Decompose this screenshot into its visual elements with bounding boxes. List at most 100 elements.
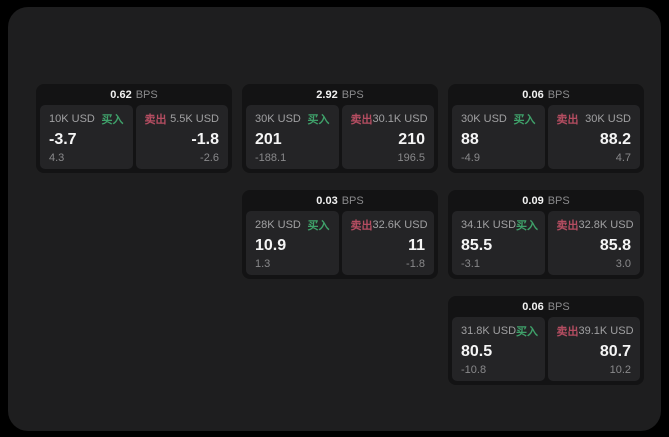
buy-panel[interactable]: 10K USD 买入 -3.7 4.3 [40, 105, 133, 169]
buy-delta: -10.8 [461, 364, 487, 376]
buy-amount: 31.8K USD [461, 325, 517, 337]
sell-panel-header: 卖出 32.6K USD [350, 217, 428, 233]
buy-price: 85.5 [461, 237, 493, 254]
card-header: 2.92 BPS [242, 84, 438, 105]
buy-label: 买入 [307, 220, 330, 232]
buy-delta: 1.3 [255, 258, 271, 270]
sell-amount: 32.6K USD [372, 219, 428, 231]
sell-amount: 32.8K USD [578, 219, 634, 231]
buy-amount: 10K USD [49, 113, 95, 125]
sell-panel-header: 卖出 5.5K USD [145, 111, 220, 127]
buy-amount: 30K USD [255, 113, 301, 125]
sell-price: 80.7 [599, 343, 631, 360]
sell-price: 210 [398, 131, 425, 148]
sell-delta: 196.5 [397, 152, 425, 164]
buy-amount: 28K USD [255, 219, 301, 231]
buy-label: 买入 [516, 326, 539, 338]
buy-panel-header: 28K USD 买入 [255, 217, 330, 233]
bps-unit-label: BPS [341, 89, 364, 101]
buy-panel-header: 30K USD 买入 [461, 111, 536, 127]
bps-value: 0.06 [522, 89, 544, 101]
buy-panel[interactable]: 34.1K USD 买入 85.5 -3.1 [452, 211, 545, 275]
buy-price: 88 [461, 131, 479, 148]
sell-delta: 3.0 [615, 258, 631, 270]
buy-panel[interactable]: 28K USD 买入 10.9 1.3 [246, 211, 339, 275]
card-header: 0.06 BPS [448, 296, 644, 317]
quote-card: 0.06 BPS 30K USD 买入 88 -4.9 卖出 30K USD 88… [448, 84, 644, 173]
sell-label: 卖出 [144, 114, 167, 126]
sell-panel-header: 卖出 30.1K USD [350, 111, 428, 127]
bps-value: 2.92 [316, 89, 338, 101]
sell-panel-header: 卖出 32.8K USD [556, 217, 634, 233]
buy-amount: 30K USD [461, 113, 507, 125]
sell-panel[interactable]: 卖出 32.8K USD 85.8 3.0 [547, 211, 640, 275]
card-body: 34.1K USD 买入 85.5 -3.1 卖出 32.8K USD 85.8… [452, 211, 640, 275]
bps-value: 0.62 [110, 89, 132, 101]
card-header: 0.09 BPS [448, 190, 644, 211]
sell-delta: 10.2 [609, 364, 631, 376]
sell-label: 卖出 [556, 114, 579, 126]
card-body: 30K USD 买入 201 -188.1 卖出 30.1K USD 210 1… [246, 105, 434, 169]
sell-label: 卖出 [556, 220, 579, 232]
bps-unit-label: BPS [547, 301, 570, 313]
buy-panel[interactable]: 30K USD 买入 88 -4.9 [452, 105, 545, 169]
quote-card: 0.03 BPS 28K USD 买入 10.9 1.3 卖出 32.6K USD… [242, 190, 438, 279]
buy-delta: 4.3 [49, 152, 65, 164]
buy-label: 买入 [513, 114, 536, 126]
card-body: 28K USD 买入 10.9 1.3 卖出 32.6K USD 11 -1.8 [246, 211, 434, 275]
buy-label: 买入 [516, 220, 539, 232]
sell-amount: 39.1K USD [578, 325, 634, 337]
buy-price: 10.9 [255, 237, 287, 254]
buy-price: 80.5 [461, 343, 493, 360]
buy-delta: -3.1 [461, 258, 480, 270]
sell-delta: -2.6 [200, 152, 219, 164]
sell-price: 88.2 [599, 131, 631, 148]
sell-amount: 5.5K USD [170, 113, 219, 125]
card-header: 0.06 BPS [448, 84, 644, 105]
bps-value: 0.09 [522, 195, 544, 207]
sell-amount: 30.1K USD [372, 113, 428, 125]
sell-price: -1.8 [191, 131, 219, 148]
buy-label: 买入 [307, 114, 330, 126]
buy-panel-header: 31.8K USD 买入 [461, 323, 539, 339]
buy-delta: -4.9 [461, 152, 480, 164]
sell-delta: -1.8 [406, 258, 425, 270]
quote-card: 2.92 BPS 30K USD 买入 201 -188.1 卖出 30.1K U… [242, 84, 438, 173]
card-header: 0.03 BPS [242, 190, 438, 211]
bps-unit-label: BPS [547, 89, 570, 101]
card-body: 31.8K USD 买入 80.5 -10.8 卖出 39.1K USD 80.… [452, 317, 640, 381]
sell-delta: 4.7 [615, 152, 631, 164]
sell-panel[interactable]: 卖出 32.6K USD 11 -1.8 [341, 211, 434, 275]
quote-card: 0.09 BPS 34.1K USD 买入 85.5 -3.1 卖出 32.8K … [448, 190, 644, 279]
sell-panel[interactable]: 卖出 30.1K USD 210 196.5 [341, 105, 434, 169]
bps-unit-label: BPS [135, 89, 158, 101]
bps-value: 0.06 [522, 301, 544, 313]
sell-panel-header: 卖出 39.1K USD [556, 323, 634, 339]
buy-panel-header: 10K USD 买入 [49, 111, 124, 127]
buy-panel-header: 34.1K USD 买入 [461, 217, 539, 233]
sell-price: 11 [408, 237, 425, 254]
sell-panel-header: 卖出 30K USD [557, 111, 632, 127]
sell-label: 卖出 [556, 326, 579, 338]
sell-label: 卖出 [350, 114, 373, 126]
sell-label: 卖出 [350, 220, 373, 232]
buy-price: 201 [255, 131, 282, 148]
bps-value: 0.03 [316, 195, 338, 207]
sell-panel[interactable]: 卖出 30K USD 88.2 4.7 [547, 105, 640, 169]
buy-label: 买入 [101, 114, 124, 126]
buy-panel-header: 30K USD 买入 [255, 111, 330, 127]
quote-card: 0.06 BPS 31.8K USD 买入 80.5 -10.8 卖出 39.1K… [448, 296, 644, 385]
buy-panel[interactable]: 31.8K USD 买入 80.5 -10.8 [452, 317, 545, 381]
buy-price: -3.7 [49, 131, 77, 148]
buy-panel[interactable]: 30K USD 买入 201 -188.1 [246, 105, 339, 169]
buy-amount: 34.1K USD [461, 219, 517, 231]
bps-unit-label: BPS [547, 195, 570, 207]
sell-panel[interactable]: 卖出 5.5K USD -1.8 -2.6 [135, 105, 228, 169]
sell-panel[interactable]: 卖出 39.1K USD 80.7 10.2 [547, 317, 640, 381]
buy-delta: -188.1 [255, 152, 287, 164]
sell-price: 85.8 [599, 237, 631, 254]
sell-amount: 30K USD [585, 113, 631, 125]
card-body: 10K USD 买入 -3.7 4.3 卖出 5.5K USD -1.8 -2.… [40, 105, 228, 169]
